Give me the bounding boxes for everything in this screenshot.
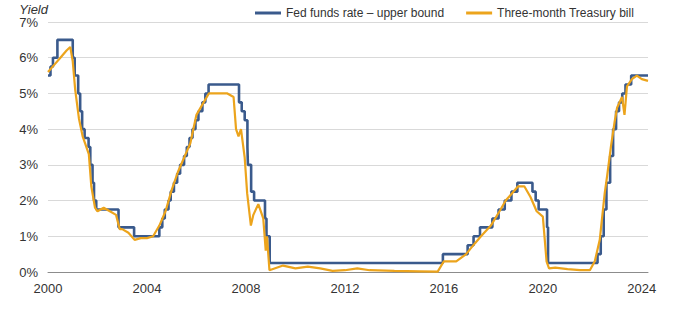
svg-text:4%: 4% (19, 122, 38, 137)
svg-text:2%: 2% (19, 193, 38, 208)
svg-text:2000: 2000 (34, 281, 63, 296)
svg-text:2008: 2008 (231, 281, 260, 296)
svg-text:Fed funds rate – upper bound: Fed funds rate – upper bound (286, 6, 444, 20)
svg-text:2020: 2020 (528, 281, 557, 296)
svg-text:Yield: Yield (19, 1, 48, 17)
svg-text:2016: 2016 (429, 281, 458, 296)
svg-text:Three-month Treasury bill: Three-month Treasury bill (497, 6, 634, 20)
svg-text:1%: 1% (19, 229, 38, 244)
svg-text:5%: 5% (19, 86, 38, 101)
svg-text:2004: 2004 (133, 281, 162, 296)
svg-text:2012: 2012 (330, 281, 359, 296)
svg-text:0%: 0% (19, 265, 38, 280)
svg-text:3%: 3% (19, 157, 38, 172)
svg-text:6%: 6% (19, 50, 38, 65)
svg-text:7%: 7% (19, 15, 38, 30)
svg-text:2024: 2024 (627, 281, 656, 296)
